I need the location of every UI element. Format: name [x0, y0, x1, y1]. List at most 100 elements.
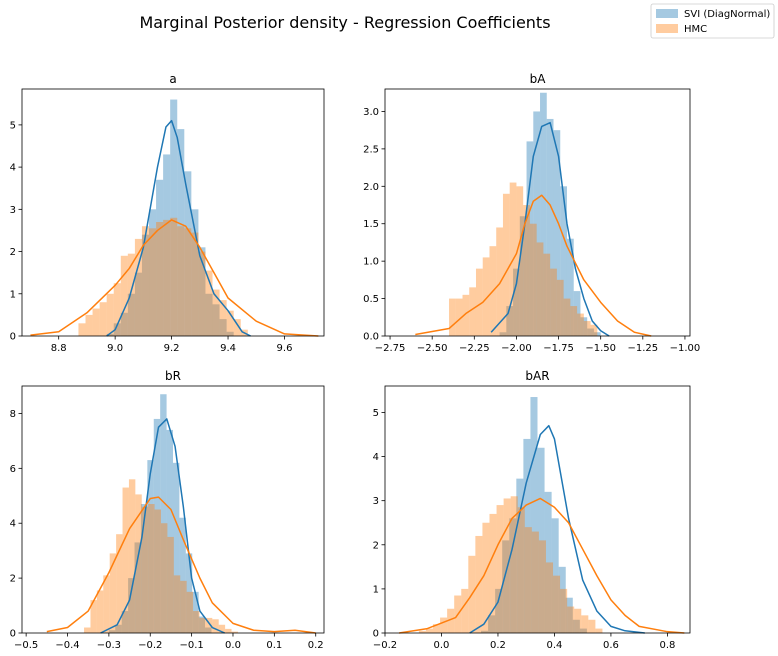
- hist-bar-hmc: [418, 630, 426, 633]
- hist-bar-hmc: [449, 298, 456, 336]
- hist-bar-svi: [551, 518, 559, 633]
- x-tick-label: 8.8: [51, 343, 67, 354]
- y-tick-label: 8: [10, 409, 16, 420]
- hist-bar-hmc: [180, 580, 187, 633]
- y-tick-label: 2.5: [363, 144, 379, 155]
- y-tick-label: 3.0: [363, 107, 379, 118]
- hist-bar-svi: [108, 630, 116, 633]
- hist-bar-svi: [579, 628, 587, 633]
- hist-bar-hmc: [163, 219, 171, 336]
- x-tick-label: 0.2: [490, 640, 506, 651]
- x-tick-label: −2.00: [501, 343, 532, 354]
- hist-bar-hmc: [193, 611, 200, 633]
- legend-swatch-hmc: [656, 24, 678, 33]
- hist-bar-svi: [544, 491, 552, 633]
- hist-bar-hmc: [461, 588, 469, 633]
- hist-bar-svi: [163, 154, 171, 336]
- hist-bar-hmc: [96, 590, 104, 633]
- hist-bar-hmc: [570, 306, 578, 336]
- kde-line-svi: [106, 119, 251, 337]
- hist-bar-hmc: [212, 289, 220, 336]
- hist-bar-hmc: [543, 253, 551, 336]
- hist-bar-svi: [128, 578, 135, 633]
- hist-bar-svi: [184, 171, 192, 336]
- hist-bar-svi: [530, 397, 538, 633]
- y-tick-label: 5: [10, 120, 16, 131]
- hist-bar-svi: [121, 611, 129, 633]
- hist-bar-svi: [141, 234, 150, 336]
- x-tick-label: −0.2: [373, 640, 397, 651]
- hist-bar-svi: [519, 216, 527, 336]
- hist-bar-hmc: [595, 628, 603, 633]
- hist-bar-svi: [179, 517, 186, 633]
- hist-bar-svi: [156, 179, 164, 336]
- hist-bar-svi: [173, 462, 180, 633]
- hist-bar-hmc: [106, 293, 114, 336]
- hist-bar-hmc: [531, 531, 539, 633]
- x-tick-label: 9.2: [164, 343, 180, 354]
- hist-bar-svi: [558, 566, 566, 633]
- hist-bar-svi: [502, 540, 510, 634]
- subplot-title: a: [169, 72, 176, 86]
- panel-bR: −0.5 −0.4 −0.3 −0.2 −0.1 0.0 0.1 0.2 0 2 4 6 8 bR: [10, 369, 325, 651]
- hist-bar-hmc: [496, 505, 504, 633]
- kde-line-svi: [490, 121, 610, 337]
- hist-bar-hmc: [90, 600, 97, 633]
- legend: SVI (DiagNormal) HMC: [650, 3, 775, 39]
- hist-bar-hmc: [588, 619, 596, 633]
- hist-bar-hmc: [563, 298, 571, 336]
- x-tick-label: 9.0: [107, 343, 123, 354]
- hist-bar-hmc: [560, 588, 568, 633]
- y-tick-label: 0: [373, 629, 379, 640]
- y-tick-label: 2.0: [363, 182, 379, 193]
- hist-bar-hmc: [141, 226, 150, 336]
- y-tick-label: 0: [10, 332, 16, 343]
- hist-bar-svi: [533, 111, 541, 336]
- x-tick-label: −2.25: [459, 343, 490, 354]
- hist-bar-hmc: [233, 319, 241, 336]
- subplot-title: bAR: [525, 369, 549, 383]
- x-tick-label: −1.00: [670, 343, 701, 354]
- legend-label-svi: SVI (DiagNormal): [684, 9, 770, 20]
- hist-bar-svi: [205, 293, 213, 336]
- legend-box: [650, 3, 775, 39]
- hist-bar-svi: [219, 319, 227, 336]
- hist-bar-hmc: [135, 494, 142, 633]
- hist-bar-hmc: [545, 562, 554, 633]
- hist-bar-svi: [553, 130, 561, 336]
- hist-bar-hmc: [219, 300, 227, 336]
- hist-bar-hmc: [167, 536, 174, 633]
- hist-bar-hmc: [212, 619, 219, 633]
- panel-bAR: −0.2 0.0 0.2 0.4 0.6 0.8 0 1 2 3 4 5 bAR: [373, 369, 691, 651]
- x-tick-label: −2.75: [375, 343, 406, 354]
- hist-bar-hmc: [538, 540, 546, 634]
- y-tick-label: 1: [373, 584, 379, 595]
- hist-bar-hmc: [173, 575, 181, 633]
- hist-bar-hmc: [198, 251, 206, 336]
- hist-bar-hmc: [205, 617, 213, 633]
- hist-bar-hmc: [226, 310, 234, 336]
- hist-bar-svi: [506, 306, 514, 336]
- hist-bar-svi: [537, 447, 545, 633]
- hist-bar-svi: [513, 268, 520, 336]
- hist-bar-hmc: [529, 223, 537, 336]
- hist-bar-svi: [153, 418, 161, 633]
- hist-bar-hmc: [141, 506, 149, 633]
- subplot-title: bR: [165, 369, 181, 383]
- axes-frame: [21, 88, 325, 337]
- hist-bar-svi: [560, 186, 567, 336]
- hist-bar-hmc: [425, 628, 434, 633]
- hist-bar-hmc: [170, 217, 178, 336]
- y-tick-label: 6: [10, 464, 16, 475]
- subplot-title: bA: [530, 72, 547, 86]
- kde-line-svi: [100, 418, 226, 634]
- hist-bar-hmc: [134, 238, 142, 336]
- hist-bar-hmc: [99, 302, 107, 336]
- hist-bar-hmc: [553, 575, 561, 633]
- hist-bar-svi: [593, 332, 601, 336]
- hist-bar-svi: [149, 209, 157, 336]
- y-tick-label: 5: [373, 408, 379, 419]
- hist-bar-hmc: [574, 608, 582, 633]
- hist-bar-hmc: [218, 624, 226, 633]
- hist-bar-hmc: [581, 615, 589, 633]
